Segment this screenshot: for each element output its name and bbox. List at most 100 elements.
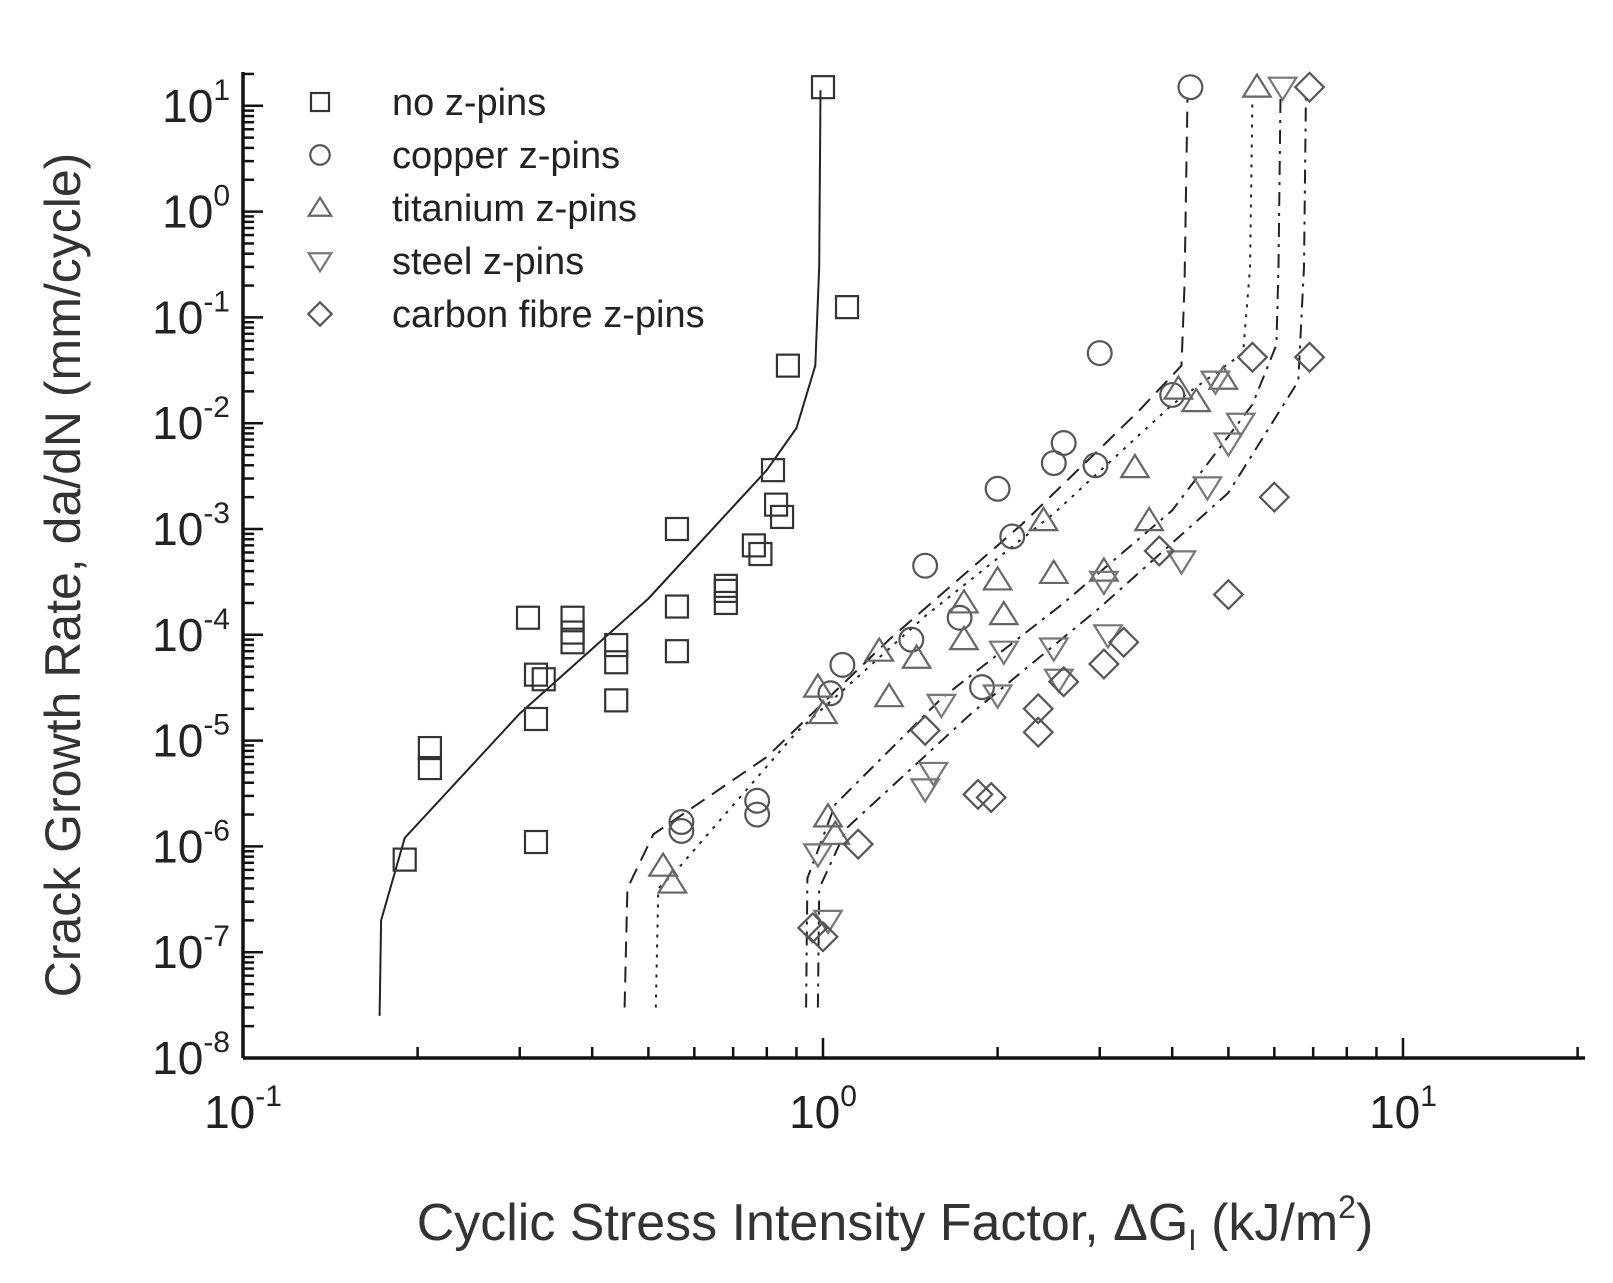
series-square (392, 75, 860, 872)
data-point (1038, 558, 1070, 585)
legend-marker-triangle-up (306, 195, 334, 217)
data-point (802, 672, 834, 698)
data-point (604, 688, 629, 713)
fit-curve (805, 97, 1282, 1008)
data-point (984, 475, 1011, 502)
data-point (668, 817, 695, 844)
x-axis-title: Cyclic Stress Intensity Factor, ΔGI (kJ/… (417, 1189, 1374, 1257)
series-triangle-up (647, 72, 1273, 894)
data-point (807, 920, 839, 953)
data-point (812, 802, 844, 828)
data-point (1043, 668, 1075, 694)
legend-marker-diamond (306, 300, 334, 328)
data-point (1266, 76, 1299, 102)
y-tick-label: 10-5 (152, 709, 230, 767)
data-point (981, 684, 1014, 710)
legend-label: carbon fibre z-pins (392, 294, 705, 336)
data-point (1022, 716, 1055, 749)
legend-label: copper z-pins (392, 135, 620, 177)
series-circle (668, 74, 1204, 844)
data-point (975, 781, 1008, 814)
data-point (817, 680, 844, 707)
data-point (1047, 665, 1080, 698)
data-point (988, 599, 1020, 626)
y-tick-label: 10-2 (152, 391, 230, 449)
data-point (969, 674, 995, 701)
y-tick-label: 100 (162, 180, 230, 238)
data-point (909, 778, 941, 804)
y-tick-label: 10-8 (152, 1026, 230, 1084)
data-point (962, 778, 994, 811)
legend-label: titanium z-pins (392, 188, 637, 230)
data-point (1224, 412, 1257, 438)
data-point (741, 533, 766, 558)
data-point (948, 624, 980, 651)
data-point (1177, 74, 1204, 101)
data-point (1022, 692, 1055, 725)
legend-marker-square (309, 91, 331, 113)
data-point (392, 847, 417, 872)
data-point (863, 636, 895, 662)
data-point (909, 714, 941, 747)
data-point (1133, 505, 1165, 532)
data-point (810, 75, 836, 100)
data-point (807, 698, 839, 725)
data-point (1143, 535, 1176, 567)
data-point (999, 523, 1026, 550)
data-point (925, 693, 958, 720)
data-point (1050, 430, 1077, 456)
data-point (900, 643, 933, 669)
data-point (946, 604, 973, 631)
data-point (713, 590, 738, 616)
data-point (842, 828, 875, 861)
data-point (748, 541, 773, 567)
fit-curve (816, 97, 1307, 1008)
data-point (515, 605, 541, 630)
data-point (1038, 637, 1070, 663)
data-point (664, 516, 690, 542)
data-point (1088, 648, 1120, 680)
legend-label: steel z-pins (392, 241, 584, 283)
data-point (1162, 374, 1195, 400)
data-point (647, 851, 679, 877)
data-point (417, 735, 442, 761)
data-point (1212, 578, 1245, 611)
data-point (656, 868, 689, 894)
data-point (796, 911, 829, 944)
y-tick-label: 10-6 (152, 814, 230, 872)
data-point (1180, 386, 1212, 413)
data-point (1293, 341, 1326, 374)
data-point (1086, 340, 1113, 367)
data-point (713, 573, 738, 598)
data-point (1027, 505, 1060, 532)
data-point (1119, 452, 1151, 479)
data-point (1082, 452, 1109, 479)
data-point (604, 632, 629, 658)
y-tick-label: 10-7 (152, 920, 230, 978)
data-point (417, 755, 442, 781)
data-point (668, 809, 695, 835)
data-point (1088, 556, 1120, 582)
data-point (560, 630, 585, 655)
data-point (819, 819, 852, 845)
data-point (912, 552, 939, 579)
data-point (769, 504, 795, 530)
data-point (1241, 72, 1273, 98)
data-point (604, 650, 629, 675)
legend: no z-pins copper z-pins titanium z-pins ste… (306, 82, 705, 336)
data-point (523, 829, 549, 855)
series-triangle-down (802, 76, 1299, 936)
data-point (664, 594, 690, 619)
x-tick-label: 100 (789, 1080, 857, 1138)
data-point (531, 667, 556, 692)
legend-marker-circle (309, 144, 331, 166)
data-point (1199, 370, 1232, 396)
data-point (898, 626, 925, 653)
data-point (1191, 476, 1224, 502)
plot-frame (241, 72, 1585, 1060)
data-point (948, 588, 980, 614)
fit-curve (654, 97, 1254, 1008)
data-point (560, 620, 585, 645)
data-point (988, 640, 1020, 666)
